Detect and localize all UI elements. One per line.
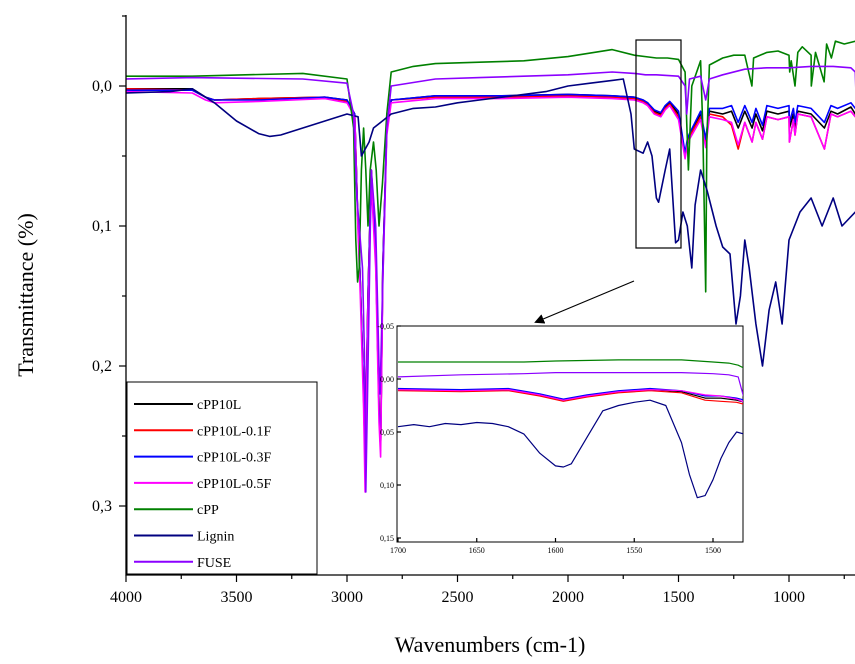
legend-box — [126, 381, 318, 575]
main-y-axis: 0,0 0,1 0,2 0,3 — [92, 15, 126, 515]
x-tick-label: 3000 — [331, 589, 363, 606]
inset-x-tick-label: 1600 — [548, 546, 564, 555]
inset-x-tick-label: 1700 — [390, 546, 406, 555]
x-tick-label: 1000 — [773, 589, 805, 606]
x-tick-label: 1500 — [663, 589, 695, 606]
legend-label: cPP10L-0.3F — [197, 451, 272, 466]
zoom-region-box — [635, 39, 682, 249]
inset-series-fuse — [397, 372, 743, 397]
inset-x-tick-label: 1650 — [469, 546, 485, 555]
inset-series-cpp10l-0-1f — [397, 390, 743, 405]
inset-y-tick-label: 0,10 — [380, 481, 394, 490]
legend-label: cPP — [197, 503, 219, 518]
inset-y-axis: -0,05 0,00 0,05 0,10 0,15 — [377, 322, 401, 543]
legend-label: cPP10L — [197, 398, 241, 413]
y-tick-label: 0,3 — [92, 498, 112, 515]
inset-x-axis: 1700 1650 1600 1550 1500 — [390, 538, 721, 555]
x-tick-label: 2000 — [552, 589, 584, 606]
inset-series-lignin — [397, 399, 743, 499]
inset-y-tick-label: 0,15 — [380, 534, 394, 543]
inset-y-tick-label: -0,05 — [377, 322, 394, 331]
legend-label: cPP10L-0.5F — [197, 477, 272, 492]
inset-background — [396, 325, 744, 543]
x-tick-label: 2500 — [442, 589, 474, 606]
main-x-axis: 4000 3500 3000 2500 2000 1500 1000 — [110, 575, 845, 606]
main-plot-series — [126, 40, 855, 493]
inset-y-tick-label: 0,00 — [380, 375, 394, 384]
main-series-fuse — [126, 65, 855, 493]
inset-x-tick-label: 1550 — [626, 546, 642, 555]
legend-label: Lignin — [197, 530, 234, 545]
inset-chart: 1700 1650 1600 1550 1500 -0,05 0,00 0,05 0,10 0,… — [377, 322, 744, 555]
legend-label: FUSE — [197, 556, 231, 571]
y-tick-label: 0,1 — [92, 218, 112, 235]
y-tick-label: 0,0 — [92, 78, 112, 95]
inset-x-tick-label: 1500 — [705, 546, 721, 555]
x-tick-label: 4000 — [110, 589, 142, 606]
zoom-arrow — [534, 280, 635, 324]
inset-series-cpp — [398, 359, 743, 369]
inset-y-tick-label: 0,05 — [380, 428, 394, 437]
y-tick-label: 0,2 — [92, 358, 112, 375]
main-series-cpp — [126, 40, 855, 293]
x-tick-label: 3500 — [221, 589, 253, 606]
inset-plot-series — [397, 359, 743, 499]
legend: cPP10L cPP10L-0.1F cPP10L-0.3F cPP10L-0.5F c… — [126, 381, 318, 575]
main-series-lignin — [126, 78, 855, 367]
main-series-cpp10l-0-5f — [126, 90, 855, 493]
inset-series-cpp10l-0-5f — [397, 389, 743, 403]
legend-label: cPP10L-0.1F — [197, 424, 272, 439]
x-axis-label: Wavenumbers (cm-1) — [395, 632, 586, 657]
y-axis-label: Transmittance (%) — [13, 213, 38, 377]
